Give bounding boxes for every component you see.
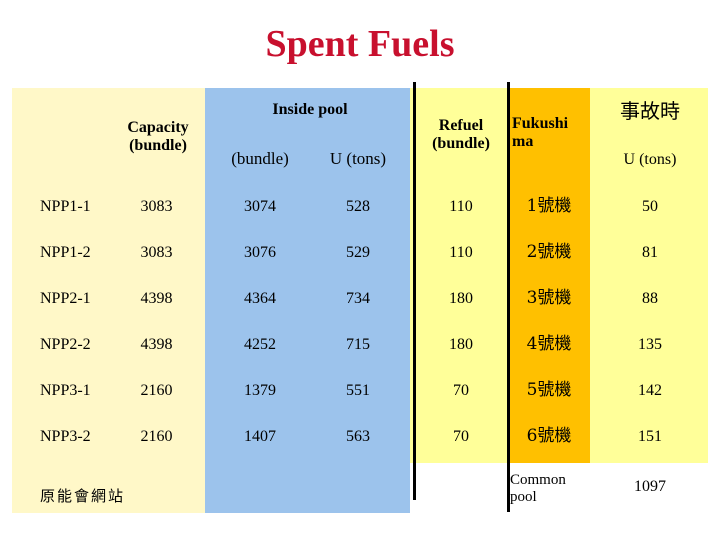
row-label: NPP3-2 (40, 427, 91, 445)
refuel-cell: 110 (449, 243, 473, 261)
inside-u-cell: 551 (346, 381, 370, 399)
accident-u-cell: 151 (638, 427, 662, 445)
inside-u-cell: 529 (346, 243, 370, 261)
inside-u-cell: 563 (346, 427, 370, 445)
accident-u-cell: 81 (642, 243, 658, 261)
header-accident: 事故時 (620, 98, 680, 123)
inside-u-cell: 715 (346, 335, 370, 353)
band-fukushima (507, 88, 590, 463)
page-title: Spent Fuels (265, 23, 455, 65)
accident-u-cell: 50 (642, 197, 658, 215)
refuel-cell: 180 (449, 335, 473, 353)
row-label: NPP2-1 (40, 289, 91, 307)
refuel-cell: 180 (449, 289, 473, 307)
refuel-cell: 70 (453, 427, 469, 445)
row-label: NPP3-1 (40, 381, 91, 399)
inside-bundle-cell: 4252 (244, 335, 276, 353)
divider-fukushima-left (507, 82, 510, 512)
fukushima-unit-cell: 6號機 (526, 426, 572, 447)
band-inside-pool (205, 88, 410, 513)
row-label: NPP1-1 (40, 197, 91, 215)
inside-bundle-cell: 3074 (244, 197, 276, 215)
capacity-cell: 3083 (140, 243, 173, 261)
band-accident (590, 88, 708, 463)
header-inside-u: U (tons) (329, 149, 387, 169)
row-label: NPP2-2 (40, 335, 91, 353)
header-accident-u: U (tons) (623, 150, 677, 168)
accident-u-cell: 135 (638, 335, 662, 353)
fukushima-unit-cell: 1號機 (526, 196, 572, 217)
capacity-cell: 2160 (140, 427, 173, 445)
inside-bundle-cell: 4364 (244, 289, 276, 307)
band-refuel (410, 88, 507, 463)
refuel-cell: 70 (453, 381, 469, 399)
fukushima-unit-cell: 4號機 (526, 334, 572, 355)
accident-u-cell: 88 (642, 289, 658, 307)
fukushima-unit-cell: 5號機 (526, 380, 572, 401)
common-pool-value: 1097 (634, 477, 666, 495)
inside-bundle-cell: 1407 (244, 427, 276, 445)
inside-u-cell: 734 (346, 289, 370, 307)
header-inside-pool: Inside pool (272, 100, 348, 118)
header-fukushima: Fukushi ma (512, 114, 569, 150)
capacity-cell: 4398 (140, 289, 173, 307)
inside-u-cell: 528 (346, 197, 370, 215)
header-refuel: Refuel (bundle) (432, 116, 490, 152)
divider-refuel-left (413, 82, 416, 500)
fukushima-unit-cell: 3號機 (526, 288, 572, 309)
refuel-cell: 110 (449, 197, 473, 215)
row-label: NPP1-2 (40, 243, 91, 261)
capacity-cell: 2160 (140, 381, 173, 399)
capacity-cell: 4398 (140, 335, 173, 353)
common-pool-label: Common pool (510, 471, 566, 505)
header-capacity: Capacity (bundle) (127, 118, 189, 154)
band-left-light (12, 88, 205, 513)
inside-bundle-cell: 3076 (244, 243, 276, 261)
header-inside-bundle: (bundle) (231, 149, 289, 169)
source-note: 原能會網站 (40, 487, 126, 505)
inside-bundle-cell: 1379 (244, 381, 276, 399)
accident-u-cell: 142 (638, 381, 662, 399)
fukushima-unit-cell: 2號機 (526, 242, 572, 263)
capacity-cell: 3083 (140, 197, 173, 215)
